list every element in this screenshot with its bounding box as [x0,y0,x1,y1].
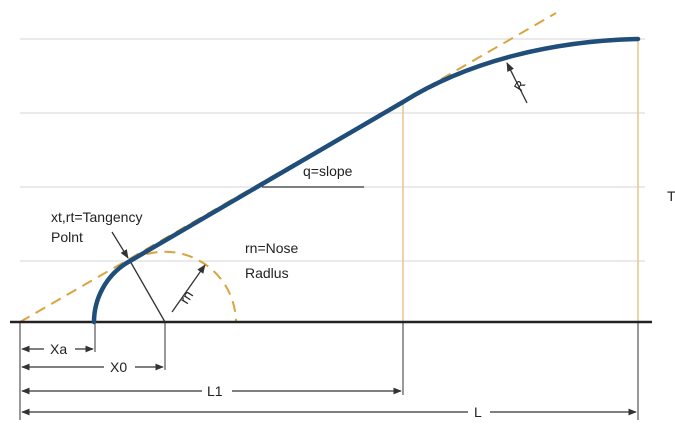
tangency-pointer-arrow [111,231,129,259]
dimension-l1-label: L1 [207,383,223,399]
dimension-xa-label: Xa [50,341,67,357]
tangency-point-label-line2: Polnt [51,229,83,245]
nose-radius-label-line1: rn=Nose [245,240,299,256]
nose-radius-arc [129,250,237,323]
radius-r-label: R [511,78,529,94]
dimension-l-label: L [474,404,482,420]
tangency-point-label-line1: xt,rt=Tangency [51,209,142,225]
slope-label: q=slope [303,163,353,179]
nose-cone-profile-curve [91,36,641,325]
nose-radius-label-line2: Radlus [245,265,289,281]
nose-radius-line [129,260,166,323]
r-arrow [506,62,528,104]
edge-t-label: T [667,188,675,204]
rn-label: rn [176,287,196,306]
rn-arrow [171,264,206,313]
dimension-x0-label: X0 [110,359,127,375]
